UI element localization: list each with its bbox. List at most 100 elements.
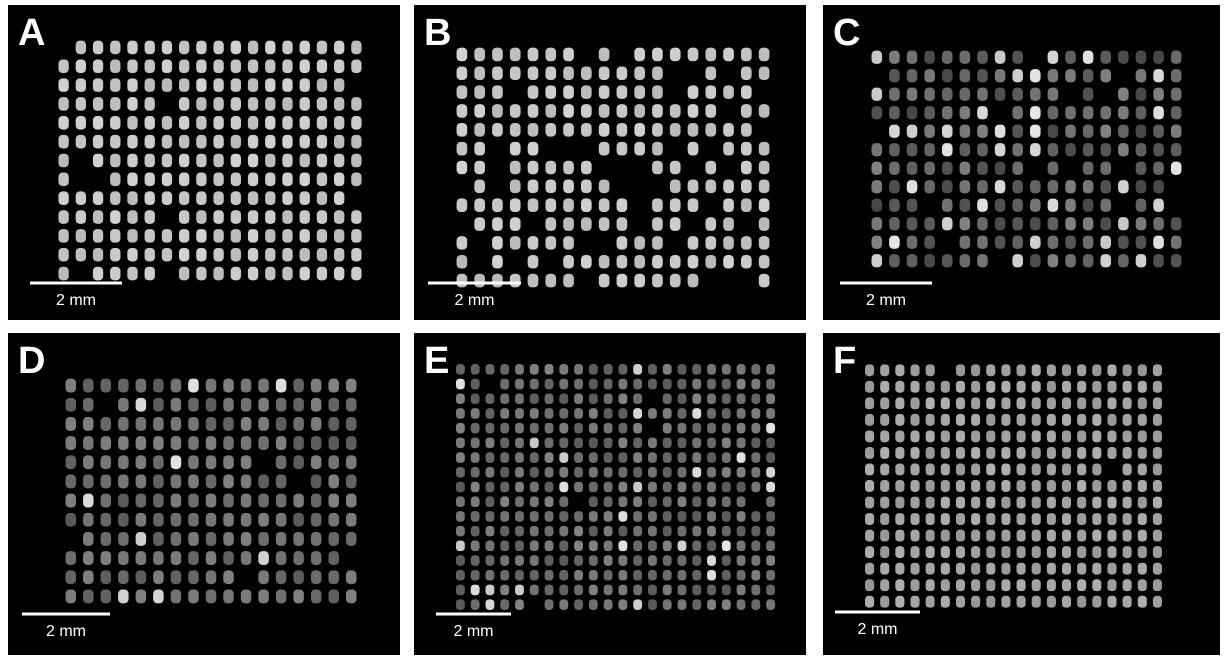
dot [351,134,362,149]
dot [705,217,717,231]
dot [153,493,164,508]
dot [310,512,322,527]
dot [1047,124,1059,138]
dot [485,511,495,522]
dot [230,229,241,243]
dot [470,481,480,493]
dot [723,179,734,194]
dot [618,599,628,610]
dot [1153,124,1164,138]
dot [153,512,164,527]
dot [1153,254,1164,268]
dot [544,364,554,375]
dot [1016,562,1026,575]
dot [692,393,702,405]
dot [1092,480,1102,492]
dot [456,273,468,288]
dot [766,378,776,390]
dot [574,481,583,493]
dot [334,266,345,281]
dot [662,555,672,566]
dot [275,417,287,431]
dot [1170,87,1182,101]
dot [470,525,480,537]
dot [1061,513,1072,526]
dot [751,452,761,463]
dot [1012,143,1023,157]
dot [351,247,362,262]
dot [65,455,77,470]
dot [58,266,69,281]
dot [677,555,687,566]
dot [865,397,875,410]
dot [603,555,613,566]
dot [1135,180,1147,194]
dot [721,422,731,434]
dot [474,179,485,194]
dot [118,436,129,450]
dot [161,229,173,243]
dot [924,235,935,249]
dot [1122,562,1132,575]
dot [92,78,104,92]
dot [1100,217,1112,231]
dot [1082,69,1094,83]
dot [598,123,610,137]
dot [118,551,129,565]
dot [1082,217,1094,231]
dot [889,69,900,83]
dot [135,570,147,585]
dot [83,474,94,489]
dot [1047,87,1059,101]
dot [723,141,734,156]
dot [545,179,557,194]
dot [758,179,770,194]
dot [736,569,746,581]
dot [485,569,495,581]
dot [906,69,918,83]
dot [692,569,702,581]
dot [100,417,112,431]
dot [351,40,362,55]
dot [328,589,339,604]
dot [92,40,104,55]
dot [741,104,752,118]
dot [648,540,657,552]
dot [721,467,731,478]
panel: C 2 mm [823,5,1220,320]
dot [205,512,217,527]
dot [758,236,770,250]
dot [240,589,252,604]
dot [880,446,890,459]
dot [1152,413,1162,426]
dot [455,599,465,610]
dot [618,511,628,522]
dot [275,378,287,393]
dot [574,422,583,434]
dot [751,437,761,449]
dot [1152,513,1162,526]
dot [500,393,510,405]
dot [559,408,569,419]
dot [179,210,190,224]
dot [213,172,224,187]
scale-label: 2 mm [454,623,494,640]
dot [470,452,480,463]
dot [1077,380,1087,393]
dot [633,481,643,493]
dot [889,50,900,64]
dot [971,529,981,542]
dot [736,511,746,522]
dot [345,570,357,585]
dot [662,452,672,463]
dot [170,378,182,393]
dot [527,123,539,137]
dot [205,570,217,585]
dot [65,436,77,450]
dot [662,437,672,449]
dot [492,273,503,288]
dot [1030,124,1041,138]
dot [1016,430,1026,443]
dot [633,599,643,610]
